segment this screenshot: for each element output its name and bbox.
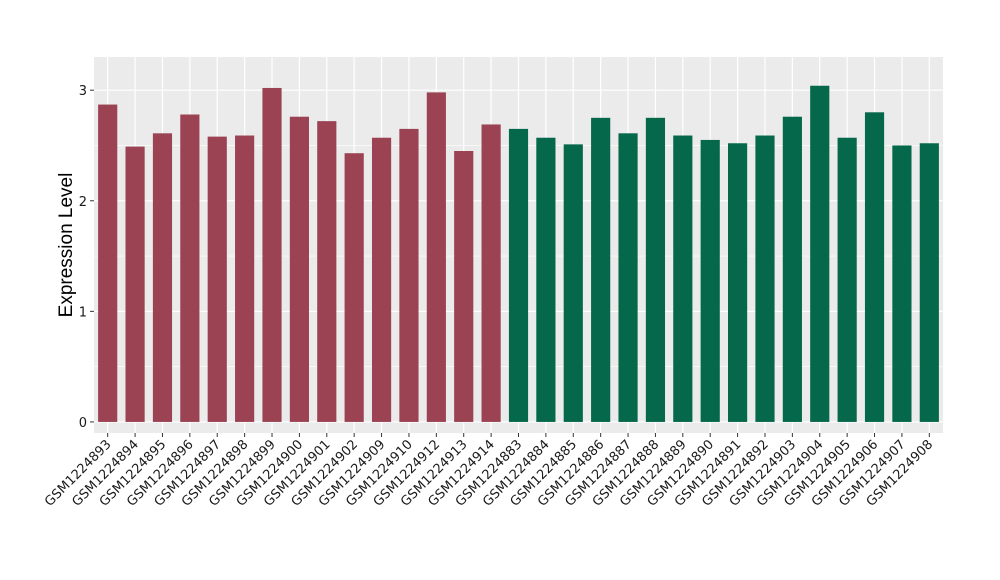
y-tick-label: 0 bbox=[79, 416, 87, 431]
bar-GSM1224893 bbox=[98, 104, 118, 422]
bar-GSM1224890 bbox=[700, 139, 720, 422]
y-axis-ticks: 0 1 2 3 bbox=[79, 84, 94, 431]
bar-GSM1224907 bbox=[892, 145, 912, 422]
bar-GSM1224909 bbox=[371, 137, 392, 422]
bar-GSM1224896 bbox=[180, 114, 200, 422]
y-tick-label: 1 bbox=[79, 305, 87, 320]
bar-GSM1224913 bbox=[454, 151, 474, 422]
bar-GSM1224905 bbox=[837, 137, 857, 422]
bar-GSM1224892 bbox=[755, 135, 775, 422]
bar-GSM1224910 bbox=[399, 128, 419, 422]
bar-GSM1224884 bbox=[536, 137, 556, 422]
bar-GSM1224889 bbox=[673, 135, 693, 422]
bars bbox=[98, 85, 939, 422]
bar-GSM1224895 bbox=[152, 133, 173, 422]
bar-GSM1224906 bbox=[864, 112, 885, 422]
bar-GSM1224899 bbox=[262, 87, 282, 422]
bar-GSM1224903 bbox=[782, 116, 802, 422]
bar-GSM1224908 bbox=[919, 143, 939, 422]
bar-GSM1224886 bbox=[591, 117, 611, 422]
bar-GSM1224887 bbox=[618, 133, 638, 422]
bar-GSM1224894 bbox=[125, 146, 145, 422]
bar-GSM1224914 bbox=[481, 124, 501, 422]
bar-GSM1224912 bbox=[426, 92, 446, 422]
bar-GSM1224904 bbox=[810, 85, 830, 422]
bar-GSM1224897 bbox=[207, 136, 227, 422]
bar-GSM1224902 bbox=[344, 153, 364, 422]
bar-GSM1224898 bbox=[235, 135, 255, 422]
y-tick-label: 2 bbox=[79, 195, 87, 210]
bar-GSM1224901 bbox=[317, 121, 337, 422]
y-axis-title: Expression Level bbox=[56, 173, 77, 318]
bar-GSM1224883 bbox=[508, 128, 529, 422]
bar-GSM1224891 bbox=[728, 143, 748, 422]
bar-GSM1224888 bbox=[645, 117, 666, 422]
bar-GSM1224900 bbox=[289, 116, 309, 422]
x-axis-ticks: GSM1224893GSM1224894GSM1224895GSM1224896… bbox=[42, 433, 936, 510]
y-tick-label: 3 bbox=[79, 84, 87, 99]
bar-GSM1224885 bbox=[563, 144, 583, 422]
